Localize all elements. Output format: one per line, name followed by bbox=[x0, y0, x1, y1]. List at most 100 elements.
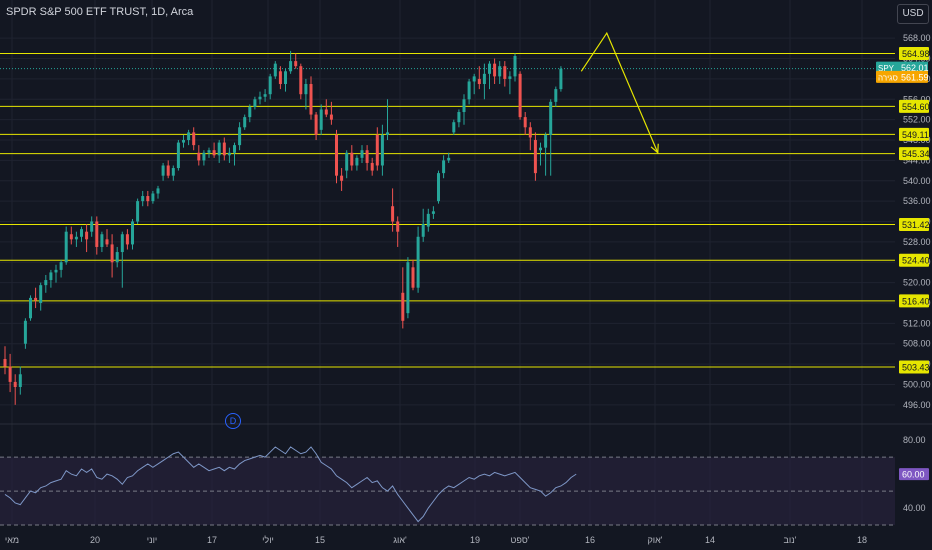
candle-body[interactable] bbox=[54, 269, 58, 273]
candle-body[interactable] bbox=[8, 366, 12, 382]
candle-body[interactable] bbox=[34, 297, 38, 301]
candle-body[interactable] bbox=[472, 76, 476, 82]
candle-body[interactable] bbox=[544, 134, 548, 148]
candle-body[interactable] bbox=[554, 89, 558, 102]
candle-body[interactable] bbox=[59, 262, 63, 270]
candle-body[interactable] bbox=[370, 162, 374, 171]
candle-body[interactable] bbox=[396, 221, 400, 232]
candle-body[interactable] bbox=[340, 175, 344, 181]
candle-body[interactable] bbox=[217, 142, 221, 156]
candle-body[interactable] bbox=[146, 196, 150, 202]
currency-button[interactable]: USD bbox=[897, 4, 929, 24]
candle-body[interactable] bbox=[289, 61, 293, 72]
candle-body[interactable] bbox=[197, 152, 201, 161]
candle-body[interactable] bbox=[105, 239, 109, 245]
candle-body[interactable] bbox=[253, 99, 257, 107]
candle-body[interactable] bbox=[493, 63, 497, 77]
candle-body[interactable] bbox=[309, 84, 313, 115]
candle-body[interactable] bbox=[386, 132, 389, 135]
candle-body[interactable] bbox=[161, 165, 165, 176]
candle-body[interactable] bbox=[314, 114, 318, 135]
candle-body[interactable] bbox=[248, 106, 252, 118]
candle-body[interactable] bbox=[243, 117, 247, 128]
candle-body[interactable] bbox=[100, 234, 104, 247]
candle-body[interactable] bbox=[528, 127, 532, 138]
candle-body[interactable] bbox=[120, 234, 124, 253]
candle-body[interactable] bbox=[324, 109, 328, 115]
candle-body[interactable] bbox=[151, 193, 155, 202]
candle-body[interactable] bbox=[258, 96, 262, 100]
candle-body[interactable] bbox=[350, 152, 354, 166]
candle-body[interactable] bbox=[74, 236, 78, 240]
candle-body[interactable] bbox=[95, 221, 99, 247]
candle-body[interactable] bbox=[39, 285, 43, 303]
rsi-line[interactable] bbox=[4, 446, 577, 523]
candle-body[interactable] bbox=[44, 280, 48, 286]
symbol-title[interactable]: SPDR S&P 500 ETF TRUST, 1D, Arca bbox=[6, 6, 194, 18]
candle-body[interactable] bbox=[426, 213, 430, 227]
candle-body[interactable] bbox=[401, 292, 405, 321]
candle-body[interactable] bbox=[110, 244, 114, 263]
candle-body[interactable] bbox=[360, 150, 364, 158]
candle-body[interactable] bbox=[156, 188, 160, 194]
candle-body[interactable] bbox=[380, 134, 384, 166]
candle-body[interactable] bbox=[115, 252, 119, 263]
candle-body[interactable] bbox=[176, 142, 180, 169]
candle-body[interactable] bbox=[141, 196, 145, 202]
candle-body[interactable] bbox=[284, 71, 287, 85]
candle-body[interactable] bbox=[294, 61, 298, 67]
candle-body[interactable] bbox=[23, 320, 27, 344]
candle-body[interactable] bbox=[202, 152, 206, 161]
candle-body[interactable] bbox=[192, 132, 196, 146]
candle-body[interactable] bbox=[319, 109, 323, 130]
candle-body[interactable] bbox=[166, 165, 170, 176]
candle-body[interactable] bbox=[447, 157, 451, 161]
candle-body[interactable] bbox=[13, 381, 17, 387]
candle-body[interactable] bbox=[136, 201, 140, 222]
candle-body[interactable] bbox=[533, 140, 537, 174]
candle-body[interactable] bbox=[238, 127, 242, 146]
projection-arrow[interactable] bbox=[580, 31, 659, 153]
candle-body[interactable] bbox=[64, 231, 68, 263]
candle-body[interactable] bbox=[416, 236, 420, 288]
candle-body[interactable] bbox=[268, 76, 272, 95]
candle-body[interactable] bbox=[442, 160, 446, 174]
candle-body[interactable] bbox=[304, 84, 308, 95]
candle-body[interactable] bbox=[125, 234, 129, 245]
candle-body[interactable] bbox=[85, 231, 89, 240]
candle-body[interactable] bbox=[365, 150, 369, 163]
dividend-event-icon[interactable]: D bbox=[225, 413, 241, 429]
candle-body[interactable] bbox=[523, 117, 527, 128]
candle-body[interactable] bbox=[171, 168, 175, 176]
candle-body[interactable] bbox=[263, 94, 267, 97]
candle-body[interactable] bbox=[421, 224, 425, 237]
candle-body[interactable] bbox=[212, 150, 216, 156]
candle-body[interactable] bbox=[467, 81, 471, 100]
candle-body[interactable] bbox=[513, 56, 517, 77]
candle-body[interactable] bbox=[345, 152, 349, 171]
candle-body[interactable] bbox=[49, 272, 53, 281]
candle-body[interactable] bbox=[335, 134, 338, 176]
candle-body[interactable] bbox=[227, 152, 231, 156]
candle-body[interactable] bbox=[329, 114, 333, 120]
candle-body[interactable] bbox=[406, 262, 410, 314]
candle-body[interactable] bbox=[222, 142, 226, 156]
candle-body[interactable] bbox=[131, 221, 134, 245]
candle-body[interactable] bbox=[90, 221, 94, 232]
candle-body[interactable] bbox=[411, 267, 415, 288]
candle-body[interactable] bbox=[80, 229, 83, 237]
candle-body[interactable] bbox=[29, 297, 32, 319]
candle-body[interactable] bbox=[233, 145, 236, 153]
candle-body[interactable] bbox=[431, 211, 435, 214]
candle-body[interactable] bbox=[278, 71, 282, 85]
candle-body[interactable] bbox=[488, 63, 491, 74]
candle-body[interactable] bbox=[539, 147, 542, 151]
candle-body[interactable] bbox=[375, 134, 379, 166]
candle-body[interactable] bbox=[518, 73, 522, 118]
candle-body[interactable] bbox=[503, 66, 507, 79]
candle-body[interactable] bbox=[498, 66, 502, 77]
candle-body[interactable] bbox=[482, 73, 486, 85]
candle-body[interactable] bbox=[477, 78, 481, 85]
candle-body[interactable] bbox=[207, 150, 211, 153]
candle-body[interactable] bbox=[69, 234, 73, 240]
